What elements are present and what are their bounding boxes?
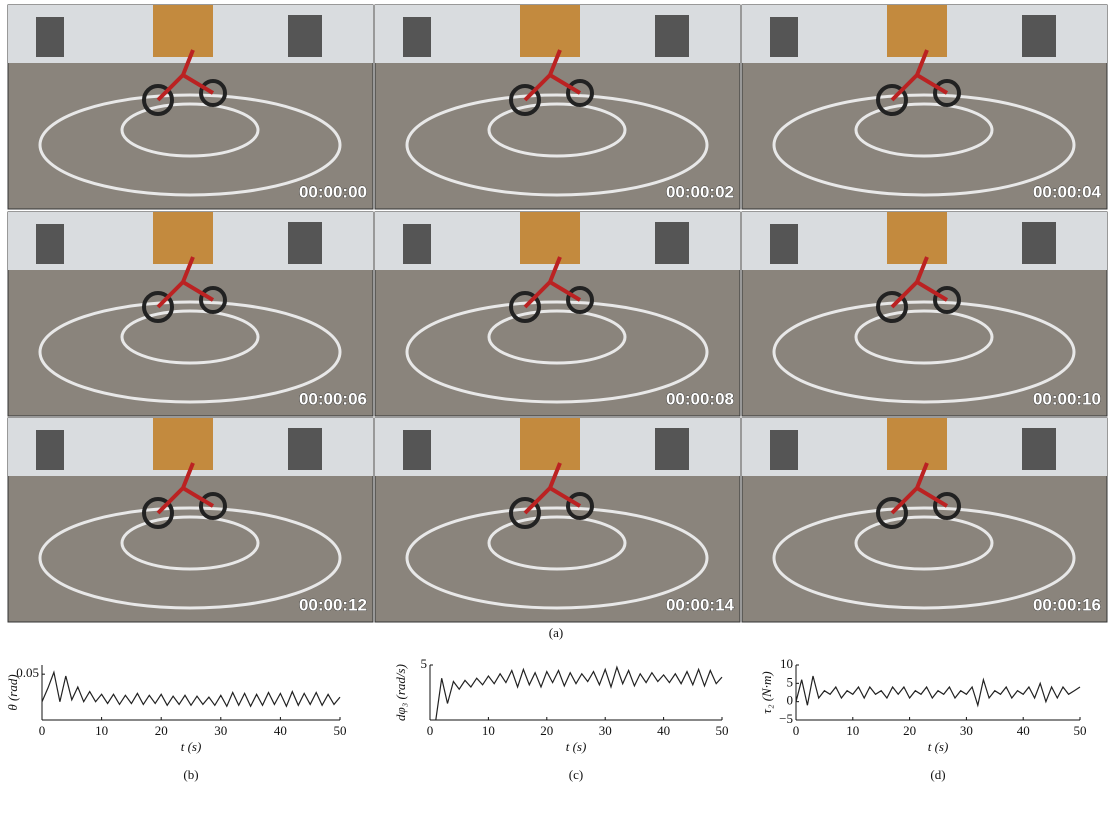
- panel-label: (c): [569, 767, 583, 782]
- timestamp: 00:00:16: [1033, 595, 1101, 614]
- x-tick-label: 10: [846, 723, 859, 738]
- radiator: [655, 222, 689, 264]
- panel-label: (a): [549, 625, 563, 640]
- x-tick-label: 0: [793, 723, 800, 738]
- door: [520, 212, 580, 264]
- photo: 00:00:12: [8, 418, 373, 622]
- radiator: [403, 430, 431, 470]
- timestamp: 00:00:00: [299, 182, 367, 201]
- y-axis-label: θ (rad): [5, 674, 20, 710]
- radiator: [36, 17, 64, 57]
- door: [153, 212, 213, 264]
- door: [520, 5, 580, 57]
- x-tick-label: 30: [599, 723, 612, 738]
- timestamp: 00:00:04: [1033, 182, 1102, 201]
- page: (a) 00:00:00 00:00:02 00:00:04 00:00:06 00:0…: [0, 0, 1113, 821]
- radiator: [1022, 222, 1056, 264]
- y-tick-label: −5: [779, 711, 793, 726]
- radiator: [403, 17, 431, 57]
- data-line: [796, 676, 1080, 705]
- x-axis-label: t (s): [566, 739, 587, 754]
- door: [153, 418, 213, 470]
- door: [520, 418, 580, 470]
- y-tick-label: 5: [421, 656, 428, 671]
- y-axis-label: dφ₃ (rad/s): [393, 664, 408, 721]
- radiator: [770, 17, 798, 57]
- x-tick-label: 50: [334, 723, 347, 738]
- photo: 00:00:08: [375, 212, 740, 416]
- x-axis-label: t (s): [181, 739, 202, 754]
- radiator: [770, 224, 798, 264]
- x-axis-label: t (s): [928, 739, 949, 754]
- radiator: [770, 430, 798, 470]
- data-line: [42, 672, 340, 706]
- radiator: [288, 222, 322, 264]
- x-tick-label: 50: [1074, 723, 1087, 738]
- photo: 00:00:14: [375, 418, 740, 622]
- timestamp: 00:00:02: [666, 182, 734, 201]
- y-axis-label: τ₂ (N·m): [759, 671, 774, 713]
- radiator: [403, 224, 431, 264]
- x-tick-label: 40: [1017, 723, 1030, 738]
- timestamp: 00:00:14: [666, 595, 735, 614]
- timestamp: 00:00:12: [299, 595, 367, 614]
- x-tick-label: 10: [95, 723, 108, 738]
- door: [887, 212, 947, 264]
- photo: 00:00:06: [8, 212, 373, 416]
- x-tick-label: 20: [540, 723, 553, 738]
- y-tick-label: 0: [787, 693, 794, 708]
- x-tick-label: 0: [39, 723, 46, 738]
- photo: 00:00:02: [375, 5, 740, 209]
- data-line: [436, 667, 722, 720]
- panel-label: (b): [183, 767, 198, 782]
- photo: 00:00:10: [742, 212, 1107, 416]
- y-tick-label: 5: [787, 674, 794, 689]
- x-tick-label: 0: [427, 723, 434, 738]
- radiator: [288, 428, 322, 470]
- x-tick-label: 50: [716, 723, 729, 738]
- panel-label: (d): [930, 767, 945, 782]
- radiator: [36, 430, 64, 470]
- radiator: [36, 224, 64, 264]
- x-tick-label: 40: [274, 723, 287, 738]
- radiator: [288, 15, 322, 57]
- photo: 00:00:00: [8, 5, 373, 209]
- x-tick-label: 40: [657, 723, 670, 738]
- x-tick-label: 10: [482, 723, 495, 738]
- x-tick-label: 20: [903, 723, 916, 738]
- radiator: [1022, 428, 1056, 470]
- radiator: [655, 15, 689, 57]
- photo: 00:00:16: [742, 418, 1107, 622]
- x-tick-label: 20: [155, 723, 168, 738]
- door: [887, 5, 947, 57]
- x-tick-label: 30: [214, 723, 227, 738]
- timestamp: 00:00:08: [666, 389, 734, 408]
- timestamp: 00:00:06: [299, 389, 367, 408]
- door: [887, 418, 947, 470]
- figure: (a) 00:00:00 00:00:02 00:00:04 00:00:06 00:0…: [0, 0, 1113, 821]
- x-tick-label: 30: [960, 723, 973, 738]
- timestamp: 00:00:10: [1033, 389, 1101, 408]
- radiator: [1022, 15, 1056, 57]
- door: [153, 5, 213, 57]
- radiator: [655, 428, 689, 470]
- y-tick-label: 10: [780, 656, 793, 671]
- photo: 00:00:04: [742, 5, 1107, 209]
